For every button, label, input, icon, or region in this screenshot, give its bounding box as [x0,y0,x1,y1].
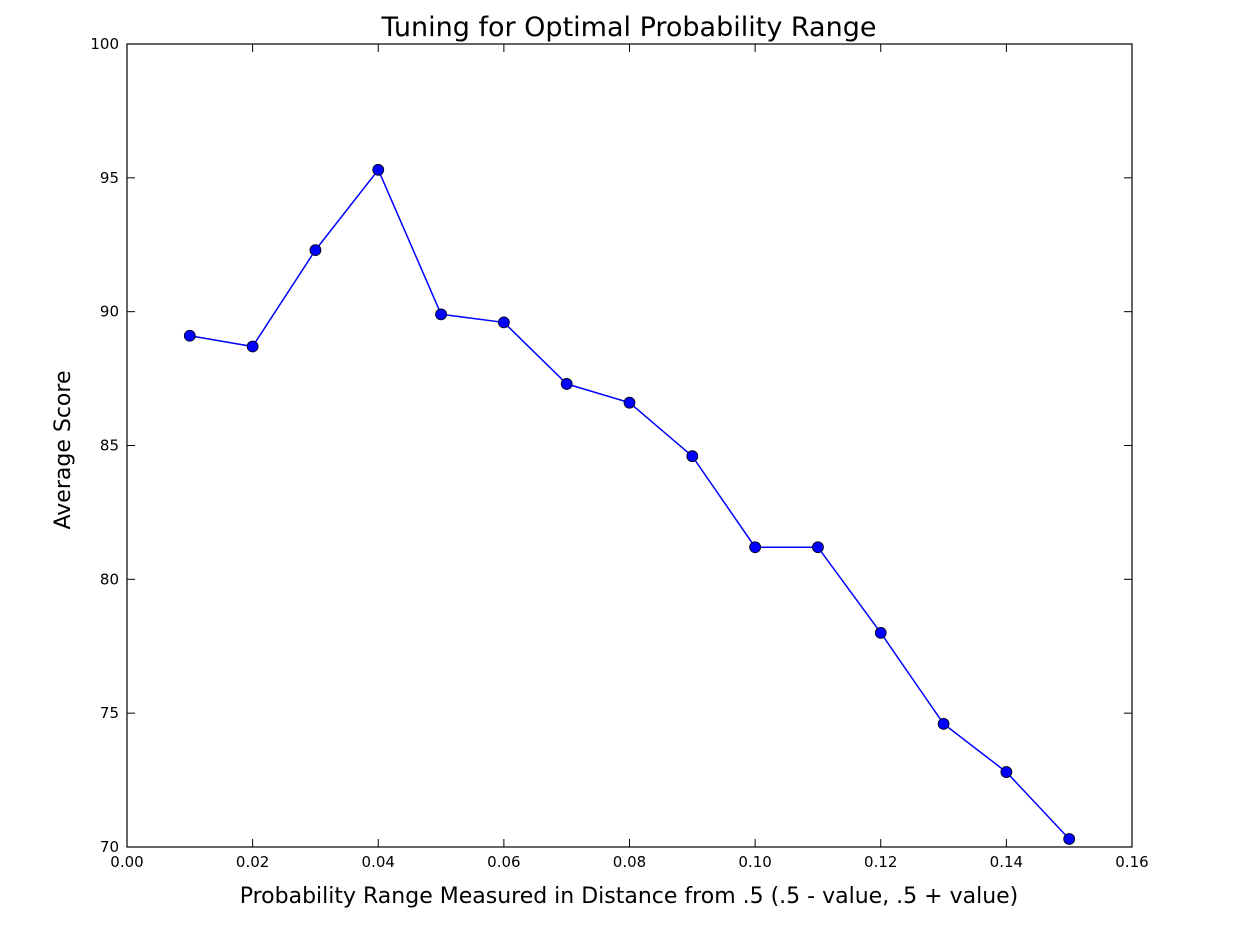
chart-title: Tuning for Optimal Probability Range [381,12,877,43]
y-tick-label: 90 [100,303,119,321]
y-tick-label: 80 [100,570,119,588]
x-tick-label: 0.02 [236,853,269,871]
data-point [686,450,699,463]
y-tick-label: 75 [100,704,119,722]
x-tick-label: 0.16 [1115,853,1148,871]
data-point [749,541,762,554]
series-layer [183,163,1076,845]
x-tick-label: 0.10 [738,853,771,871]
x-tick-label: 0.00 [110,853,143,871]
y-tick-label: 100 [90,35,119,53]
plot-area-frame [126,43,1133,848]
data-point [623,396,636,409]
data-point [435,308,447,321]
x-tick-label: 0.04 [362,853,395,871]
data-point [372,163,385,176]
y-tick-label: 95 [100,169,119,187]
data-point [560,378,573,390]
x-tick-label: 0.06 [487,853,520,871]
data-point [812,541,824,554]
data-point [874,626,887,639]
x-axis-label: Probability Range Measured in Distance f… [240,884,1019,909]
x-tick-label: 0.12 [864,853,897,871]
data-point [183,329,196,342]
y-tick-label: 85 [100,437,119,455]
data-point [1063,833,1076,845]
x-tick-label: 0.08 [613,853,646,871]
data-point [937,717,950,730]
axis-ticks: 0.00 0.02 0.04 0.06 0.08 0.10 0.12 0.14 0.16 70 75… [90,35,1148,871]
data-point [246,340,259,353]
data-point [309,244,322,257]
x-tick-label: 0.14 [990,853,1023,871]
y-tick-label: 70 [100,838,119,856]
y-axis-label: Average Score [51,371,76,530]
data-point [1000,766,1013,778]
data-point [497,316,510,329]
